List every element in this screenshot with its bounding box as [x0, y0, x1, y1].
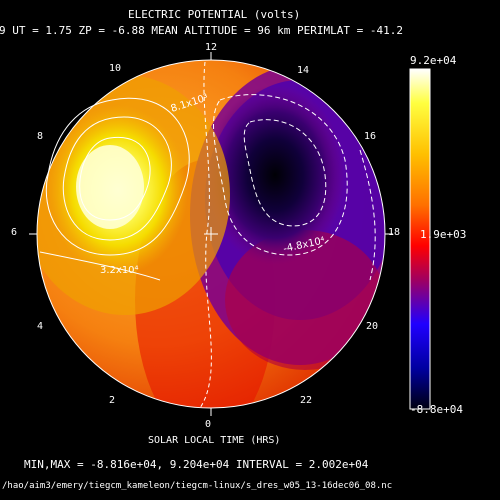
minmax-readout: MIN,MAX = -8.816e+04, 9.204e+04 INTERVAL… [24, 458, 369, 471]
negative-contour-edge [359, 149, 376, 281]
positive-contour-inner [79, 136, 151, 221]
contour-lines [39, 61, 376, 409]
lt-label-10: 10 [109, 63, 122, 74]
zero-contour [199, 61, 212, 409]
lt-label-8: 8 [37, 131, 44, 142]
colorbar-mid-label: 1.9e+03 [420, 228, 467, 241]
colorbar [410, 69, 430, 409]
lt-label-12: 12 [205, 42, 218, 53]
file-path: /hao/aim3/emery/tiegcm_kameleon/tiegcm-l… [2, 481, 393, 491]
positive-contour-outer [45, 97, 190, 256]
lt-label-2: 2 [109, 395, 116, 406]
plot-title: ELECTRIC POTENTIAL (volts) [128, 8, 301, 21]
positive-contour-middle [62, 116, 172, 241]
contour-label-3: 3.2x10⁴ [100, 265, 139, 276]
lt-label-6: 6 [11, 227, 18, 238]
potential-field [37, 60, 385, 408]
lt-label-18: 18 [388, 227, 401, 238]
pole-cross [204, 227, 218, 241]
colorbar-frame [409, 68, 431, 410]
negative-contour-outer [213, 94, 348, 256]
lt-ticks [29, 52, 393, 416]
lt-label-16: 16 [364, 131, 377, 142]
lt-label-20: 20 [366, 321, 379, 332]
lt-label-14: 14 [297, 65, 310, 76]
colorbar-min-label: -8.8e+04 [410, 403, 463, 416]
colorbar-max-label: 9.2e+04 [410, 54, 457, 67]
x-axis-label: SOLAR LOCAL TIME (HRS) [148, 435, 281, 446]
lt-label-22: 22 [300, 395, 313, 406]
positive-contour-lower [39, 251, 161, 281]
lt-label-4: 4 [37, 321, 44, 332]
plot-subtitle: 9 UT = 1.75 ZP = -6.88 MEAN ALTITUDE = 9… [0, 24, 403, 37]
lt-label-0: 0 [205, 419, 212, 430]
